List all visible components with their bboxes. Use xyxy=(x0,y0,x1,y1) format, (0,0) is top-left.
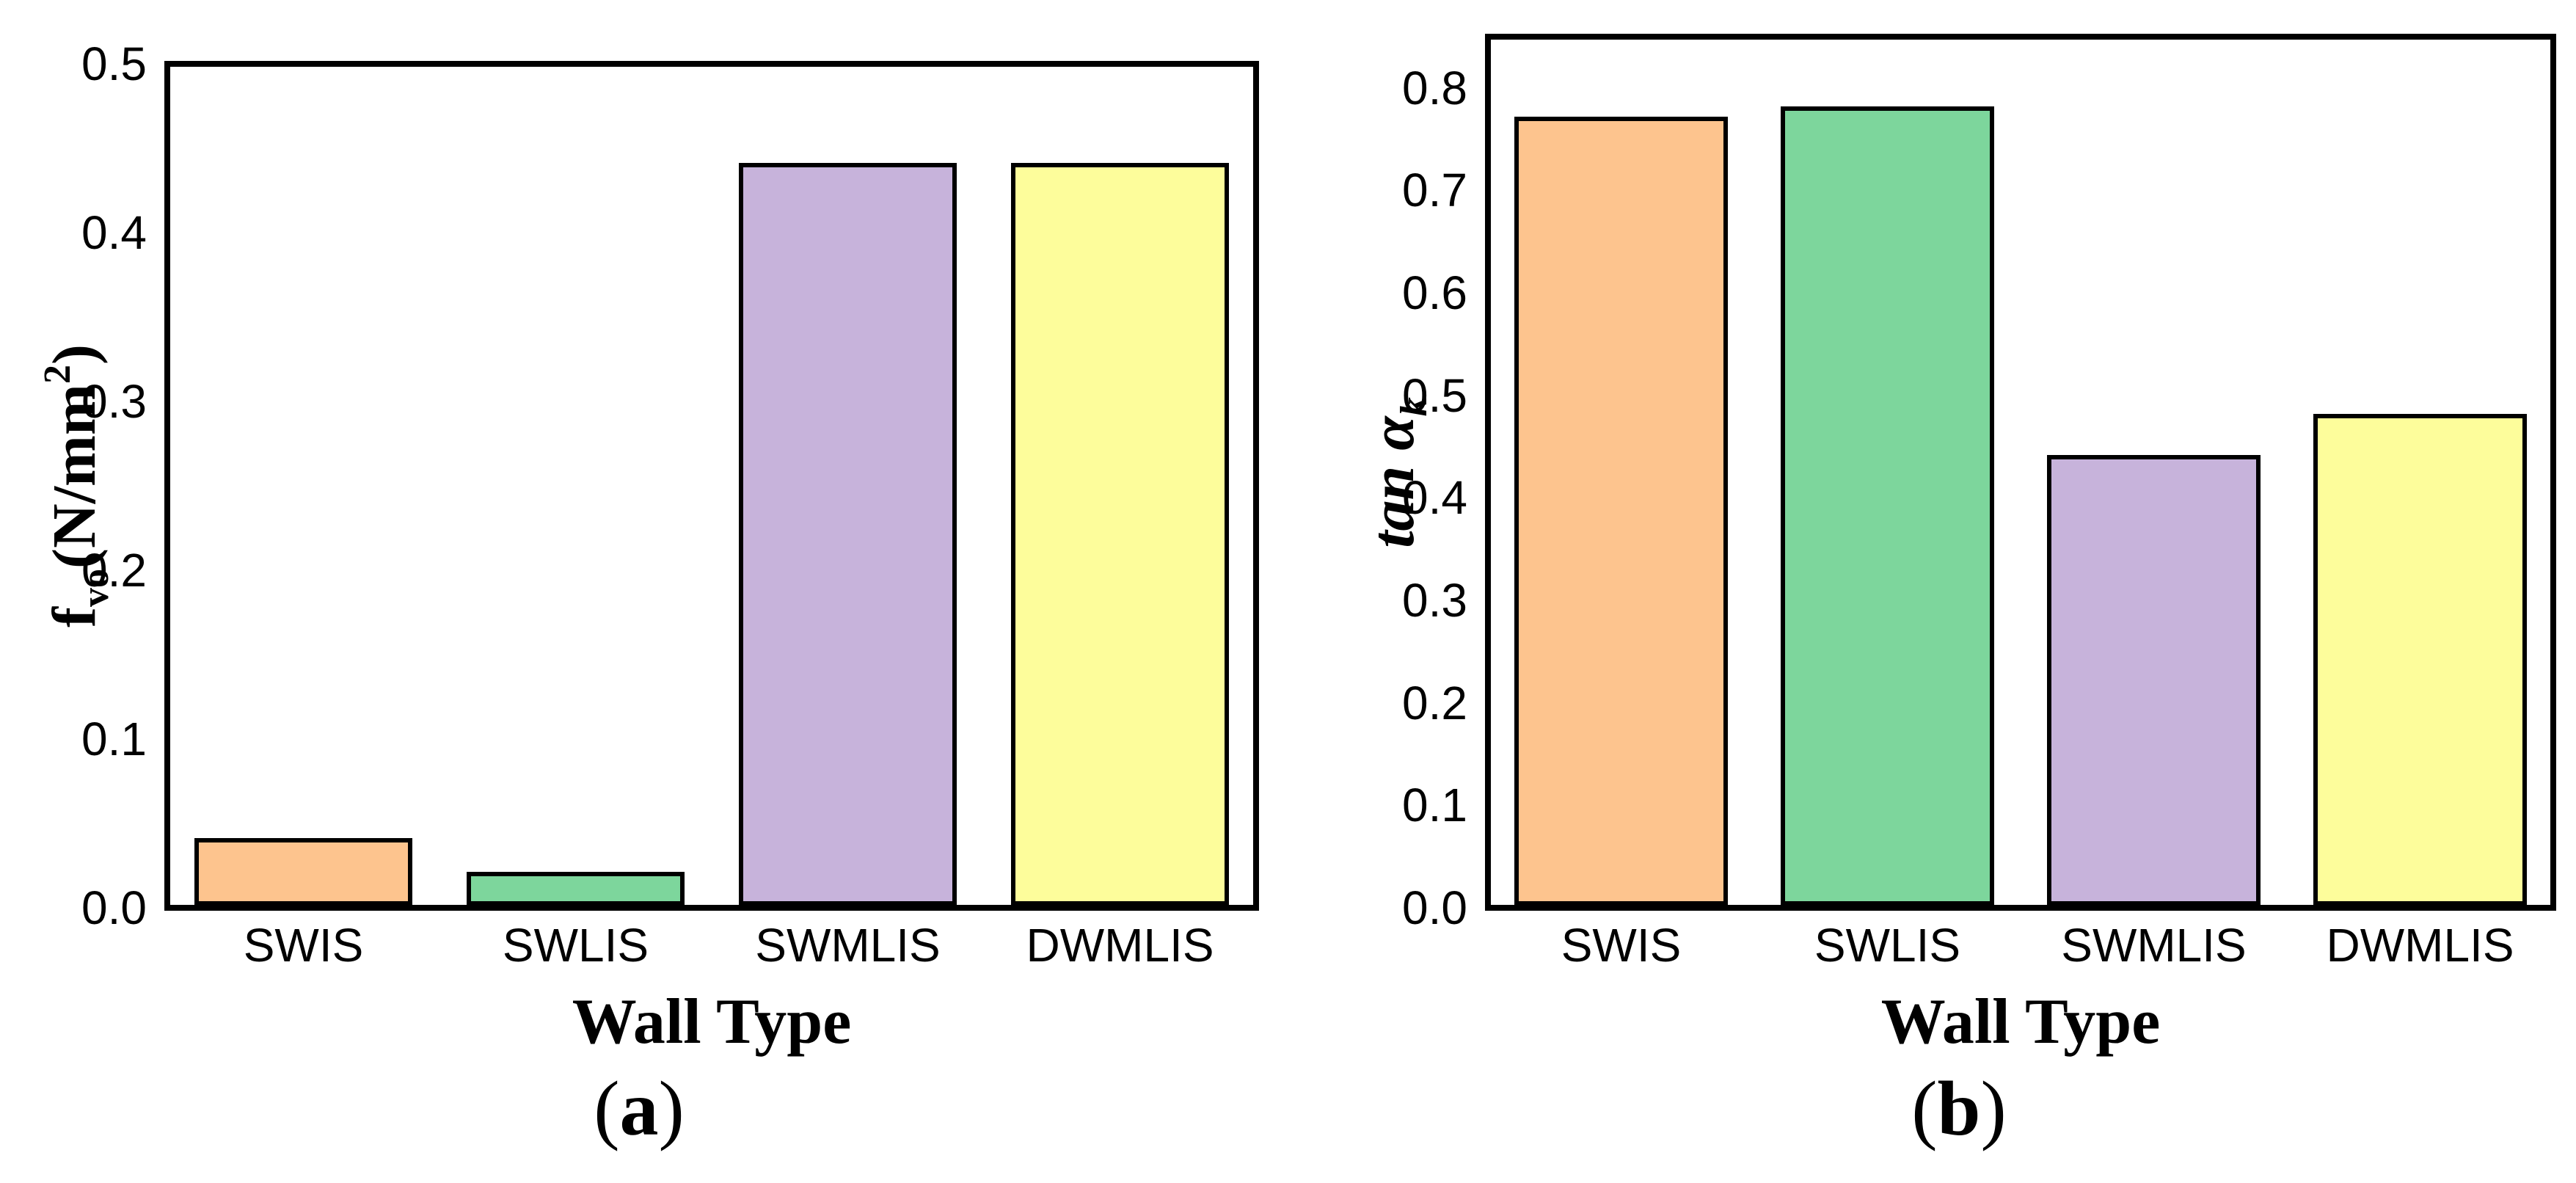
x-category-label: DWMLIS xyxy=(2326,919,2514,972)
y-tick-label: 0.3 xyxy=(81,375,147,428)
x-category-label: DWMLIS xyxy=(1026,919,1214,972)
x-axis-title-b: Wall Type xyxy=(1880,986,2161,1058)
bar-swmlis xyxy=(739,163,957,906)
bar-swlis xyxy=(467,872,685,906)
x-category-label: SWLIS xyxy=(502,919,649,972)
x-category-label: SWMLIS xyxy=(2061,919,2247,972)
y-tick-label: 0.8 xyxy=(1402,61,1467,114)
x-category-label: SWMLIS xyxy=(755,919,941,972)
x-axis-title-a: Wall Type xyxy=(572,986,852,1058)
bar-dwmlis xyxy=(2313,413,2527,906)
bar-swis xyxy=(194,838,412,906)
y-tick-label: 0.2 xyxy=(1402,676,1467,729)
bar-swis xyxy=(1514,116,1728,906)
x-category-label: SWIS xyxy=(1561,919,1682,972)
y-tick-label: 0.5 xyxy=(81,37,147,90)
y-tick-label: 0.2 xyxy=(81,544,147,597)
x-category-label: SWIS xyxy=(243,919,364,972)
y-tick-label: 0.1 xyxy=(81,713,147,765)
bar-dwmlis xyxy=(1011,163,1229,906)
y-tick-label: 0.4 xyxy=(1402,471,1467,525)
y-tick-label: 0.6 xyxy=(1402,266,1467,320)
panel-label-a: (a) xyxy=(594,1066,685,1151)
y-tick-label: 0.3 xyxy=(1402,574,1467,627)
y-tick-label: 0.1 xyxy=(1402,779,1467,832)
bar-swmlis xyxy=(2047,454,2261,906)
y-tick-label: 0.0 xyxy=(1402,881,1467,934)
bar-swlis xyxy=(1781,106,1994,906)
y-tick-label: 0.5 xyxy=(1402,368,1467,422)
panel-label-b: (b) xyxy=(1911,1066,2007,1151)
x-category-label: SWLIS xyxy=(1814,919,1961,972)
y-tick-label: 0.0 xyxy=(81,881,147,934)
y-tick-label: 0.4 xyxy=(81,206,147,259)
y-tick-label: 0.7 xyxy=(1402,164,1467,217)
